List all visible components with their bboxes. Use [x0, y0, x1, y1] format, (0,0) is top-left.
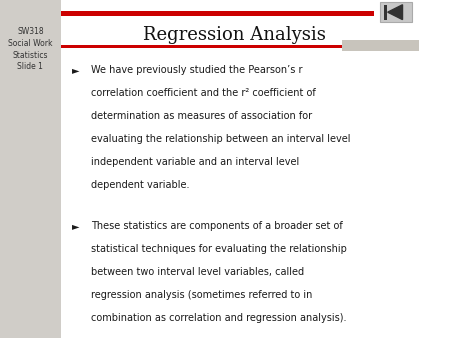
Bar: [61, 11, 374, 16]
Text: between two interval level variables, called: between two interval level variables, ca…: [91, 267, 305, 277]
Text: correlation coefficient and the r² coefficient of: correlation coefficient and the r² coeff…: [91, 88, 316, 98]
Text: b₁≈c0: b₁≈c0: [2, 92, 21, 97]
Text: 2  4: 2 4: [2, 116, 17, 121]
Text: 60): 60): [2, 221, 13, 225]
Text: 2  3: 2 3: [2, 275, 17, 280]
Polygon shape: [387, 5, 402, 20]
Text: These statistics are components of a broader set of: These statistics are components of a bro…: [91, 221, 343, 232]
Bar: [384, 5, 387, 20]
Text: We have previously studied the Pearson’s r: We have previously studied the Pearson’s…: [91, 65, 303, 75]
Bar: [0, 0, 61, 338]
Text: b[pred]: b[pred]: [2, 167, 28, 171]
Text: ►: ►: [72, 65, 80, 75]
Text: regression analysis (sometimes referred to in: regression analysis (sometimes referred …: [91, 290, 313, 300]
Text: 6:b: 6:b: [2, 140, 13, 144]
Bar: [342, 40, 418, 51]
Text: combination as correlation and regression analysis).: combination as correlation and regressio…: [91, 313, 347, 323]
Text: evaluating the relationship between an interval level: evaluating the relationship between an i…: [91, 134, 351, 144]
Bar: [380, 2, 412, 22]
Text: 2  5: 2 5: [2, 194, 17, 198]
Text: dependent variable.: dependent variable.: [91, 180, 190, 190]
Text: determination as measures of association for: determination as measures of association…: [91, 111, 312, 121]
Text: SW318
Social Work
Statistics
Slide 1: SW318 Social Work Statistics Slide 1: [8, 27, 53, 71]
Text: independent variable and an interval level: independent variable and an interval lev…: [91, 157, 300, 167]
Text: b₁β: b₁β: [2, 247, 13, 253]
Text: statistical techniques for evaluating the relationship: statistical techniques for evaluating th…: [91, 244, 347, 255]
Text: Regression Analysis: Regression Analysis: [143, 26, 325, 45]
Bar: [61, 45, 342, 48]
Text: ►: ►: [72, 221, 80, 232]
